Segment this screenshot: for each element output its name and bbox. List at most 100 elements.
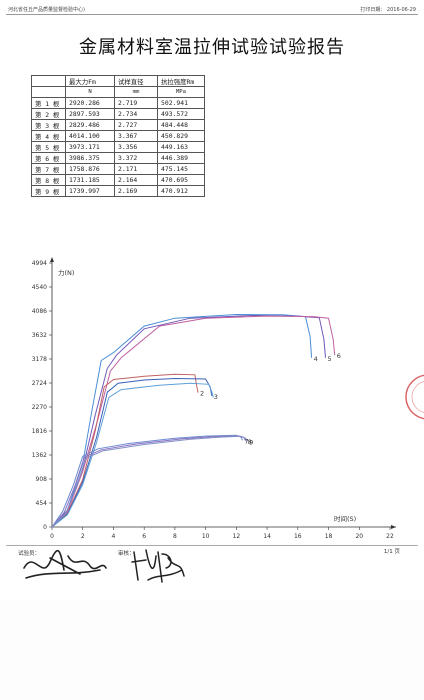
series-curve-1 — [51, 313, 313, 528]
force-time-chart: 4994454040863632317827242270181613629084… — [32, 257, 396, 540]
table-cell: 3986.375 — [65, 152, 115, 164]
curve-label: 2 — [200, 390, 204, 398]
table-header-cell: 最大力Fm — [65, 75, 115, 87]
table-header-cell: 试样直径 — [114, 75, 158, 87]
y-tick-label: 3178 — [32, 356, 47, 363]
table-cell: 502.941 — [157, 97, 205, 109]
table-unit-cell — [31, 86, 66, 98]
table-row: 第 2 根 2897.593 2.734 493.572 — [31, 108, 205, 120]
red-stamp — [405, 374, 424, 420]
table-cell: 2.719 — [114, 97, 158, 109]
table-row: 第 1 根 2920.286 2.719 502.941 — [31, 97, 205, 109]
x-tick-label: 20 — [355, 533, 363, 540]
curve-label: 4 — [314, 355, 318, 363]
chart-axes — [49, 257, 396, 530]
table-cell: 475.145 — [157, 163, 205, 175]
curve-label: 5 — [327, 355, 331, 363]
table-header-row: 最大力Fm 试样直径 抗拉强度Rm — [31, 75, 205, 87]
tester-signature — [23, 550, 107, 579]
curve-label: 9 — [249, 438, 253, 446]
y-axis-arrow — [50, 257, 54, 262]
y-tick-label: 2724 — [32, 380, 47, 387]
x-tick-label: 8 — [173, 533, 177, 540]
x-tick-label: 0 — [50, 533, 54, 540]
table-cell: 第 6 根 — [31, 152, 66, 164]
curve-label: 8 — [248, 438, 252, 446]
table-cell: 450.829 — [157, 130, 205, 142]
table-cell: 2.164 — [114, 174, 158, 186]
table-cell: 446.389 — [157, 152, 205, 164]
table-cell: 1731.185 — [65, 174, 115, 186]
y-tick-label: 0 — [43, 524, 47, 531]
series-curve-9 — [51, 435, 248, 528]
table-cell: 3.372 — [114, 152, 158, 164]
x-tick-label: 14 — [263, 533, 271, 540]
chart-labels: 4994454040863632317827242270181613629084… — [32, 260, 394, 540]
table-cell: 2.169 — [114, 185, 158, 197]
table-cell: 2897.593 — [65, 108, 115, 120]
table-unit-cell: mm — [114, 86, 158, 98]
table-cell: 493.572 — [157, 108, 205, 120]
table-row: 第 7 根 1758.876 2.171 475.145 — [31, 163, 205, 175]
table-header-cell: 抗拉强度Rm — [157, 75, 205, 87]
table-row: 第 6 根 3986.375 3.372 446.389 — [31, 152, 205, 164]
x-axis-title: 时间(S) — [334, 514, 356, 523]
table-cell: 第 7 根 — [31, 163, 66, 175]
footer-divider — [6, 545, 418, 546]
x-tick-label: 2 — [81, 533, 85, 540]
table-cell: 2.171 — [114, 163, 158, 175]
table-cell: 第 3 根 — [31, 119, 66, 131]
report-title: 金属材料室温拉伸试验试验报告 — [79, 37, 345, 58]
curve-label: 7 — [245, 437, 249, 445]
table-cell: 470.912 — [157, 185, 205, 197]
chart-curves — [51, 313, 336, 528]
table-row: 第 3 根 2829.486 2.727 484.448 — [31, 119, 205, 131]
reviewer-signature — [131, 549, 185, 583]
x-tick-label: 4 — [112, 533, 116, 540]
table-cell: 第 8 根 — [31, 174, 66, 186]
x-tick-label: 6 — [142, 533, 146, 540]
table-cell: 484.448 — [157, 119, 205, 131]
series-curve-2 — [51, 314, 326, 528]
table-header-cell — [31, 75, 66, 87]
y-tick-label: 1362 — [32, 452, 47, 459]
table-unit-cell: MPa — [157, 86, 205, 98]
table-cell: 4014.100 — [65, 130, 115, 142]
table-cell: 1739.997 — [65, 185, 115, 197]
table-cell: 3973.171 — [65, 141, 115, 153]
curve-label: 3 — [214, 393, 218, 401]
table-row: 第 9 根 1739.997 2.169 470.912 — [31, 185, 205, 197]
y-tick-label: 4994 — [32, 260, 47, 267]
table-cell: 第 1 根 — [31, 97, 66, 109]
y-axis-title: 力(N) — [58, 268, 74, 277]
series-curve-3 — [51, 315, 336, 528]
x-tick-label: 22 — [386, 533, 394, 540]
table-row: 第 8 根 1731.185 2.164 470.695 — [31, 174, 205, 186]
series-curve-4 — [51, 373, 199, 528]
y-tick-label: 4540 — [32, 284, 47, 291]
page-number: 1/1 页 — [383, 549, 400, 555]
table-cell: 3.367 — [114, 130, 158, 142]
header-print-date: 打印日期： 2016-06-29 — [360, 7, 416, 13]
series-curve-5 — [51, 377, 213, 528]
y-tick-label: 4086 — [32, 308, 47, 315]
y-tick-label: 1816 — [32, 428, 47, 435]
table-cell: 第 4 根 — [31, 130, 66, 142]
table-row: 第 5 根 3973.171 3.356 449.163 — [31, 141, 205, 153]
table-cell: 1758.876 — [65, 163, 115, 175]
x-tick-label: 16 — [294, 533, 302, 540]
header-divider — [6, 14, 418, 15]
table-cell: 3.356 — [114, 141, 158, 153]
reviewer-label: 审核： — [118, 551, 135, 557]
x-tick-label: 12 — [233, 533, 241, 540]
x-axis-arrow — [391, 525, 396, 529]
table-row: 第 4 根 4014.100 3.367 450.829 — [31, 130, 205, 142]
curve-label: 6 — [337, 352, 341, 360]
y-tick-label: 2270 — [32, 404, 47, 411]
table-unit-cell: N — [65, 86, 115, 98]
tester-label: 试验员： — [18, 551, 41, 557]
series-curve-8 — [51, 435, 247, 528]
x-tick-label: 10 — [202, 533, 210, 540]
report-sheet: 河北省任丘产品质量监督检验中心) 打印日期： 2016-06-29 金属材料室温… — [6, 7, 424, 583]
series-curve-6 — [51, 382, 214, 528]
